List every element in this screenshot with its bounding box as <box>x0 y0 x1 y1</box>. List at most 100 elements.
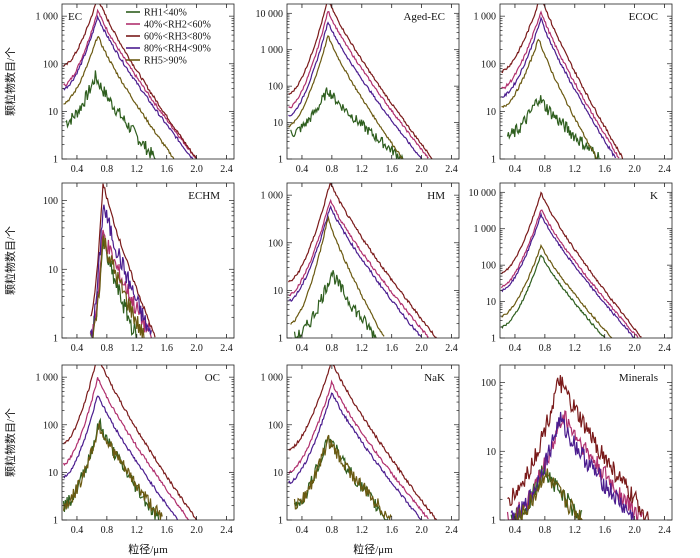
y-tick-label: 10 <box>273 286 283 297</box>
legend-entry: 80%<RH4<90% <box>144 44 211 55</box>
y-tick-label: 1 000 <box>36 373 59 384</box>
y-tick-label: 1 <box>53 155 58 166</box>
x-tick-label: 0.4 <box>296 164 309 175</box>
x-tick-label: 2.4 <box>445 164 458 175</box>
y-tick-label: 100 <box>268 82 283 93</box>
series-line-1 <box>62 417 160 520</box>
x-tick-label: 1.6 <box>598 164 611 175</box>
y-tick-label: 10 <box>48 468 58 479</box>
x-tick-label: 2.0 <box>415 343 428 354</box>
y-tick-label: 100 <box>481 261 496 272</box>
panel-ec: 0.4 0.8 1.2 1.6 2.0 2.4 1 10 100 1 000 EC RH1<40%40… <box>36 3 235 175</box>
x-tick-label: 0.4 <box>509 525 522 536</box>
plot-frame <box>286 364 460 521</box>
y-tick-label: 1 000 <box>261 45 284 56</box>
panel-minerals: 0.4 0.8 1.2 1.6 2.0 2.4 1 10 100 Minerals <box>481 364 673 536</box>
x-tick-label: 1.2 <box>131 164 144 175</box>
x-tick-label: 2.4 <box>445 525 458 536</box>
x-tick-label: 1.2 <box>131 525 144 536</box>
series-line-2 <box>500 209 639 338</box>
series-line-4 <box>288 205 422 338</box>
x-tick-label: 1.6 <box>598 343 611 354</box>
x-tick-label: 2.0 <box>628 525 641 536</box>
y-tick-label: 1 <box>491 155 496 166</box>
y-axis-label-row-3: 颗粒物数目/个 <box>3 408 17 477</box>
series-group <box>500 191 642 338</box>
series-group <box>288 4 433 159</box>
x-tick-label: 1.6 <box>160 343 173 354</box>
panel-grid: 0.4 0.8 1.2 1.6 2.0 2.4 1 10 100 1 000 EC RH1<40%40… <box>36 3 673 536</box>
x-tick-label: 0.4 <box>71 343 84 354</box>
series-line-5 <box>514 468 583 520</box>
panel-title: OC <box>205 372 220 384</box>
x-tick-label: 2.4 <box>658 164 671 175</box>
series-line-3 <box>90 183 156 338</box>
y-tick-label: 1 000 <box>474 224 497 235</box>
y-tick-label: 1 000 <box>261 373 284 384</box>
series-group <box>506 375 650 520</box>
series-line-1 <box>500 254 606 338</box>
x-tick-label: 2.4 <box>220 525 233 536</box>
series-line-3 <box>501 4 624 159</box>
y-tick-label: 1 000 <box>474 12 497 23</box>
x-tick-label: 0.8 <box>101 343 114 354</box>
x-tick-label: 0.4 <box>71 525 84 536</box>
x-tick-label: 1.2 <box>569 343 582 354</box>
x-tick-label: 0.8 <box>326 525 339 536</box>
plot-frame <box>286 3 460 160</box>
panel-ecoc: 0.4 0.8 1.2 1.6 2.0 2.4 1 10 100 1 000 ECOC <box>474 3 673 175</box>
series-line-3 <box>288 4 433 159</box>
y-tick-label: 1 <box>53 334 58 345</box>
x-tick-label: 1.6 <box>160 164 173 175</box>
legend-entry: 40%<RH2<60% <box>144 20 211 31</box>
series-group <box>288 183 437 338</box>
series-line-5 <box>293 434 392 520</box>
series-line-4 <box>89 204 152 338</box>
series-line-2 <box>288 379 429 520</box>
x-tick-label: 2.0 <box>190 525 203 536</box>
series-line-2 <box>506 410 643 520</box>
x-tick-label: 0.4 <box>296 525 309 536</box>
y-tick-label: 100 <box>268 238 283 249</box>
x-tick-label: 2.0 <box>190 164 203 175</box>
y-axis-label-row-2: 颗粒物数目/个 <box>3 226 17 295</box>
x-tick-label: 0.4 <box>296 343 309 354</box>
panel-oc: 0.4 0.8 1.2 1.6 2.0 2.4 1 10 100 1 000 OC <box>36 364 235 536</box>
series-line-5 <box>288 34 403 159</box>
x-tick-label: 1.2 <box>356 343 369 354</box>
x-tick-label: 0.4 <box>71 164 84 175</box>
x-tick-label: 1.6 <box>385 525 398 536</box>
series-line-1 <box>506 95 602 159</box>
x-tick-label: 2.4 <box>658 525 671 536</box>
y-tick-label: 100 <box>268 420 283 431</box>
x-tick-label: 2.0 <box>415 525 428 536</box>
series-line-4 <box>501 211 635 338</box>
series-line-4 <box>62 14 194 159</box>
series-line-3 <box>500 191 642 338</box>
plot-frame <box>499 182 673 339</box>
y-tick-label: 1 <box>278 516 283 527</box>
panel-title: ECOC <box>629 11 658 23</box>
y-tick-label: 1 <box>491 516 496 527</box>
series-group <box>288 365 438 520</box>
y-tick-label: 10 <box>273 118 283 129</box>
x-tick-label: 1.6 <box>385 343 398 354</box>
y-tick-label: 10 <box>48 107 58 118</box>
panel-title: HM <box>427 190 445 202</box>
plot-frame <box>286 182 460 339</box>
series-line-1 <box>65 70 156 159</box>
plot-frame <box>61 364 235 521</box>
x-axis-label-col-2: 粒径/μm <box>353 542 393 556</box>
x-tick-label: 0.4 <box>509 343 522 354</box>
series-line-3 <box>288 183 437 338</box>
series-line-2 <box>63 8 197 159</box>
y-tick-label: 1 <box>278 334 283 345</box>
y-tick-label: 10 <box>486 107 496 118</box>
series-group <box>501 4 624 159</box>
series-line-1 <box>293 270 377 338</box>
series-line-3 <box>507 375 650 520</box>
series-line-5 <box>501 38 598 159</box>
series-line-5 <box>63 35 175 159</box>
series-line-3 <box>63 365 197 520</box>
